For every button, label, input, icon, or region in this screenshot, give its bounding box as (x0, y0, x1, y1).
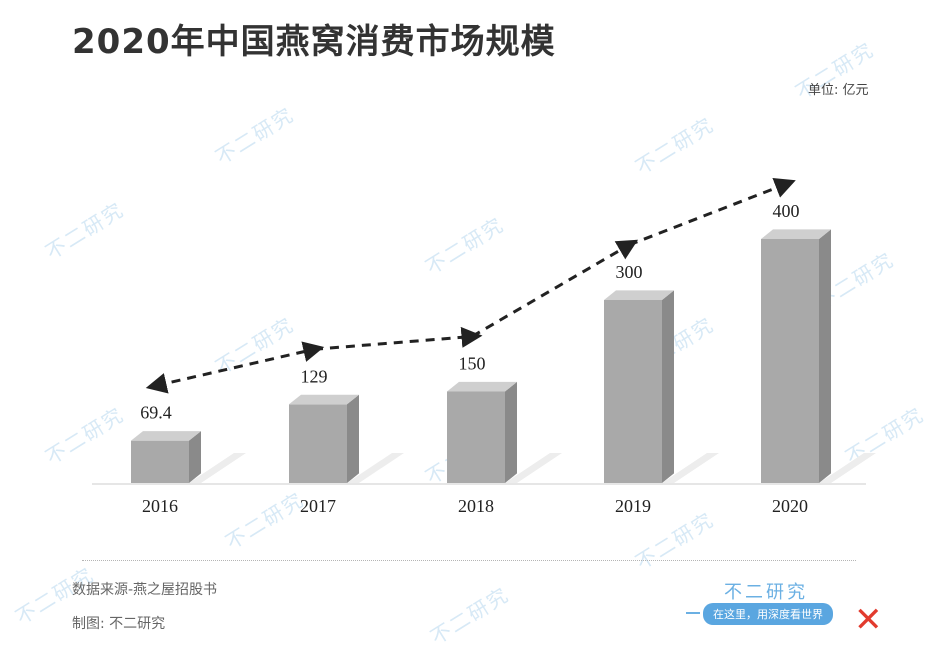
data-label: 400 (773, 201, 800, 221)
trend-line-segment (471, 239, 639, 338)
x-tick-label: 2019 (615, 496, 651, 516)
footer-divider (82, 560, 856, 561)
brand-slogan: 在这里，用深度看世界 (703, 603, 833, 625)
unit-label: 单位: 亿元 (808, 83, 869, 98)
bar-top (604, 290, 674, 300)
bar-top (761, 229, 831, 239)
x-tick-label: 2018 (458, 496, 494, 516)
bar-shadow (819, 453, 876, 483)
bar (131, 440, 189, 483)
bar-side (819, 229, 831, 483)
data-label: 150 (459, 354, 486, 374)
bar-side (505, 381, 517, 483)
bar-chart: 2016 69.4 2017 129 2018 150 2019 300 2020 400 (92, 178, 876, 516)
x-tick-label: 2016 (142, 496, 178, 516)
bar (289, 404, 347, 483)
bar-top (131, 431, 201, 441)
chart-title: 2020年中国燕窝消费市场规模 (72, 22, 556, 62)
bar-top (289, 394, 359, 405)
x-tick-label: 2017 (300, 496, 336, 516)
bar-side (662, 290, 674, 483)
bar-shadow (189, 453, 246, 483)
chart-credit: 制图: 不二研究 (72, 616, 166, 632)
brand-line (686, 612, 700, 614)
bar-side (347, 394, 359, 483)
data-source: 数据来源-燕之屋招股书 (72, 582, 218, 598)
bar (604, 300, 662, 483)
bar-side (189, 431, 201, 483)
bar-shadow (347, 453, 404, 483)
brand-logo-text: 不二研究 (724, 582, 808, 603)
data-label: 300 (616, 262, 643, 282)
bar (761, 239, 819, 483)
trend-line-segment (313, 326, 483, 351)
data-label: 69.4 (140, 403, 172, 423)
bar (447, 391, 505, 483)
bar-shadow (505, 453, 562, 483)
corner-logo-icon: ✕ (854, 600, 883, 640)
bar-shadow (662, 453, 719, 483)
watermark-text: 不二研究 (426, 582, 514, 650)
bar-top (447, 381, 517, 392)
trend-line-segment (628, 178, 796, 247)
trend-line-segment (145, 341, 325, 394)
data-label: 129 (301, 366, 328, 386)
x-tick-label: 2020 (772, 496, 808, 516)
